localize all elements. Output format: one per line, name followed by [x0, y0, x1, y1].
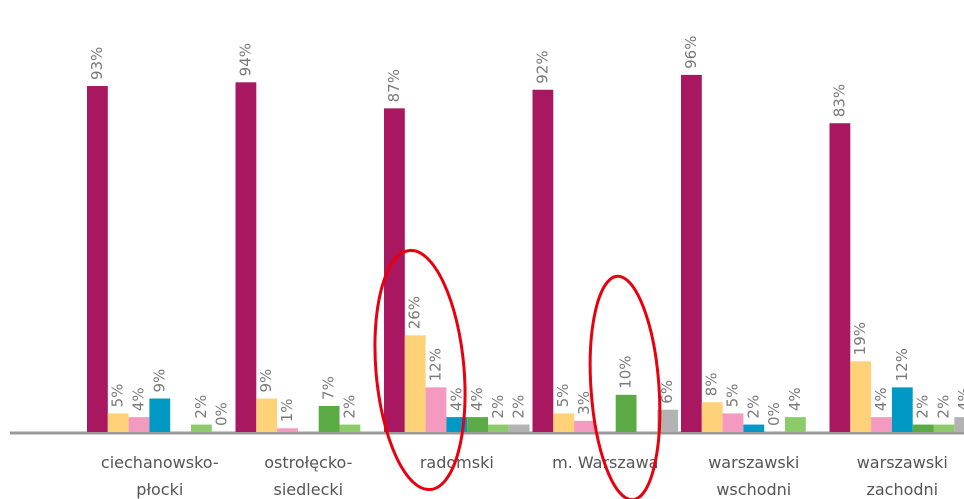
value-label: 6% [658, 380, 676, 404]
value-label: 87% [385, 69, 403, 102]
bar [488, 424, 509, 432]
bar [191, 424, 212, 432]
x-tick-label: radomski [420, 453, 494, 472]
bar [256, 398, 278, 432]
value-label: 2% [489, 395, 507, 419]
value-label: 7% [320, 376, 338, 400]
value-label: 12% [427, 348, 445, 381]
value-label: 4% [468, 387, 486, 411]
bar [785, 417, 806, 432]
value-label: 5% [724, 384, 742, 408]
x-tick-label: warszawski wschodni [708, 453, 799, 499]
bar [743, 424, 765, 432]
value-label: 3% [575, 391, 593, 415]
value-label: 9% [257, 369, 275, 393]
bar [277, 428, 298, 432]
bar [891, 387, 913, 432]
bar [107, 413, 129, 432]
bar [615, 394, 637, 432]
value-label: 4% [955, 387, 964, 411]
bar [532, 89, 554, 432]
value-label: 9% [150, 369, 168, 393]
bar [829, 123, 851, 433]
bar [553, 413, 575, 432]
bar [912, 424, 934, 432]
x-tick-label: ostrołęcko-siedlecki [264, 453, 352, 499]
value-label: 92% [533, 50, 551, 83]
value-label: 19% [851, 322, 869, 355]
bar [425, 387, 447, 432]
bar [722, 413, 744, 432]
bar [508, 424, 530, 432]
bar [318, 405, 340, 432]
value-label: 96% [682, 36, 700, 69]
bar [933, 424, 955, 432]
value-label: 4% [130, 387, 148, 411]
bar [384, 108, 405, 433]
bar [87, 86, 108, 432]
highlight-ellipse [588, 274, 662, 499]
value-label: 2% [914, 395, 932, 419]
value-label: 5% [554, 384, 572, 408]
bar [339, 424, 361, 432]
bar [404, 335, 426, 432]
bar [954, 417, 964, 432]
bar [871, 417, 892, 432]
bar [657, 409, 679, 432]
bar [467, 417, 488, 432]
x-tick-label: warszawski zachodni [857, 453, 948, 499]
bar [701, 402, 723, 432]
bar [850, 361, 872, 432]
value-label: 5% [109, 384, 127, 408]
bar [574, 420, 595, 432]
highlight-ellipse [373, 248, 467, 492]
value-label: 4% [872, 387, 890, 411]
value-label: 12% [893, 348, 911, 381]
value-label: 83% [830, 84, 848, 117]
value-label: 4% [447, 387, 465, 411]
value-label: 0% [213, 402, 231, 426]
x-tick-label: ciechanowsko-płocki [101, 453, 219, 499]
value-label: 2% [510, 395, 528, 419]
value-label: 1% [278, 398, 296, 422]
bar [128, 417, 150, 432]
bar [235, 82, 257, 432]
value-label: 2% [934, 395, 952, 419]
value-label: 8% [703, 372, 721, 396]
bar [149, 398, 171, 432]
value-label: 2% [192, 395, 210, 419]
value-label: 4% [786, 387, 804, 411]
value-label: 0% [765, 402, 783, 426]
value-label: 93% [88, 47, 106, 80]
bar [681, 74, 702, 432]
value-label: 2% [340, 395, 358, 419]
value-label: 2% [744, 395, 762, 419]
value-label: 94% [236, 43, 254, 76]
value-label: 10% [617, 355, 635, 388]
value-label: 26% [406, 296, 424, 329]
